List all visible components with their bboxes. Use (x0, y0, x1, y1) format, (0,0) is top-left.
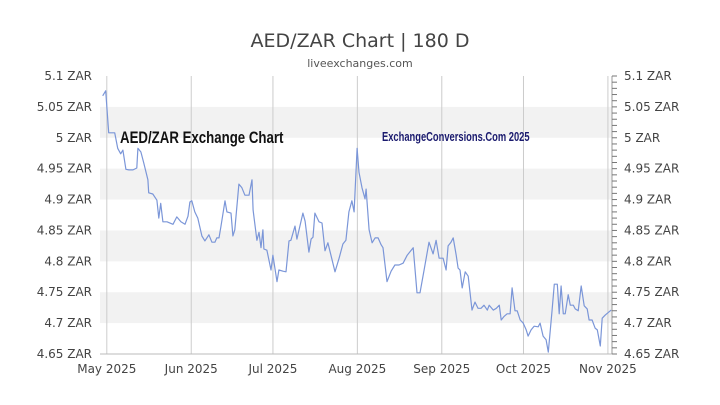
y-tick-label-left: 4.7 ZAR (44, 316, 92, 330)
y-tick-label-right: 4.65 ZAR (624, 347, 679, 361)
watermark-right: ExchangeConversions.Com 2025 (382, 131, 530, 145)
x-tick-label: May 2025 (77, 362, 136, 376)
y-tick-label-left: 5 ZAR (56, 131, 92, 145)
y-tick-label-left: 5.05 ZAR (37, 100, 92, 114)
y-tick-label-left: 4.8 ZAR (44, 254, 92, 268)
chart-title: AED/ZAR Chart | 180 D (251, 30, 470, 52)
vertical-gridlines (106, 76, 609, 354)
y-tick-label-right: 5.1 ZAR (624, 69, 672, 83)
y-tick-label-right: 5 ZAR (624, 131, 660, 145)
axes (100, 75, 617, 355)
series-line-aed-zar (102, 90, 612, 353)
y-tick-label-right: 4.9 ZAR (624, 193, 672, 207)
y-tick-label-right: 4.75 ZAR (624, 285, 679, 299)
y-tick-label-left: 5.1 ZAR (44, 69, 92, 83)
shaded-band (100, 230, 612, 262)
watermark-left: AED/ZAR Exchange Chart (120, 129, 283, 148)
series-group (102, 90, 612, 353)
y-tick-label-left: 4.65 ZAR (37, 347, 92, 361)
y-tick-label-right: 4.95 ZAR (624, 162, 679, 176)
y-tick-label-left: 4.75 ZAR (37, 285, 92, 299)
x-tick-label: Aug 2025 (328, 362, 386, 376)
x-tick-label: Oct 2025 (496, 362, 551, 376)
x-tick-label: Jun 2025 (164, 362, 218, 376)
y-tick-label-right: 4.8 ZAR (624, 254, 672, 268)
chart-subtitle: liveexchanges.com (307, 57, 412, 70)
y-tick-label-right: 5.05 ZAR (624, 100, 679, 114)
x-axis-labels: May 2025 Jun 2025 Jul 2025 Aug 2025 Sep 2025… (77, 362, 637, 376)
x-tick-label: Sep 2025 (413, 362, 470, 376)
y-tick-label-left: 4.9 ZAR (44, 193, 92, 207)
y-axis-labels: 5.1 ZAR 5.1 ZAR 5.05 ZAR 5.05 ZAR 5 ZAR 5 ZAR… (37, 69, 680, 361)
shaded-band (100, 106, 612, 138)
y-tick-label-right: 4.7 ZAR (624, 316, 672, 330)
x-tick-label: Jul 2025 (248, 362, 298, 376)
y-tick-label-right: 4.85 ZAR (624, 223, 679, 237)
shaded-band (100, 292, 612, 324)
y-tick-label-left: 4.85 ZAR (37, 223, 92, 237)
y-tick-label-left: 4.95 ZAR (37, 162, 92, 176)
x-tick-label: Nov 2025 (579, 362, 637, 376)
